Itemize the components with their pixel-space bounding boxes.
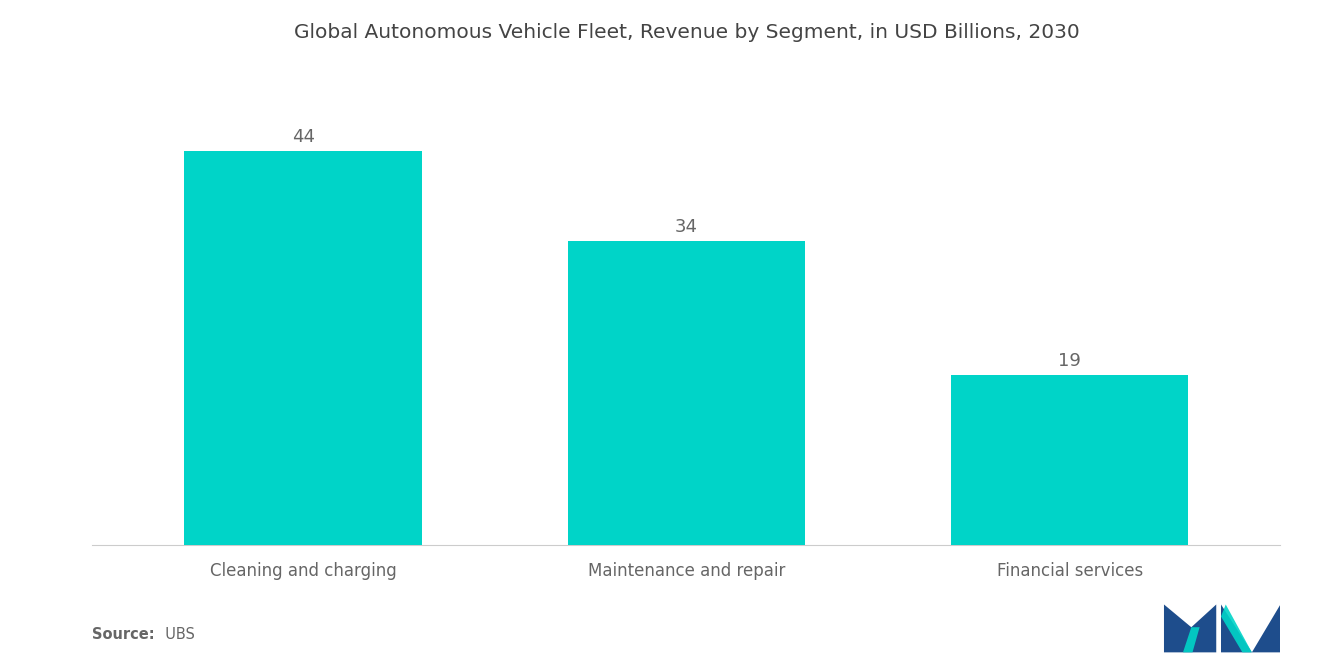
Text: 44: 44 [292,128,314,146]
Polygon shape [1221,604,1251,652]
Text: 34: 34 [675,217,698,235]
Polygon shape [1164,604,1216,652]
Bar [568,241,805,545]
Polygon shape [1183,627,1200,652]
Text: 19: 19 [1059,352,1081,370]
Title: Global Autonomous Vehicle Fleet, Revenue by Segment, in USD Billions, 2030: Global Autonomous Vehicle Fleet, Revenue… [293,23,1080,42]
Text: Source:: Source: [92,626,154,642]
Text: UBS: UBS [156,626,194,642]
Bar [950,375,1188,545]
Bar [185,152,422,545]
Polygon shape [1221,604,1280,652]
